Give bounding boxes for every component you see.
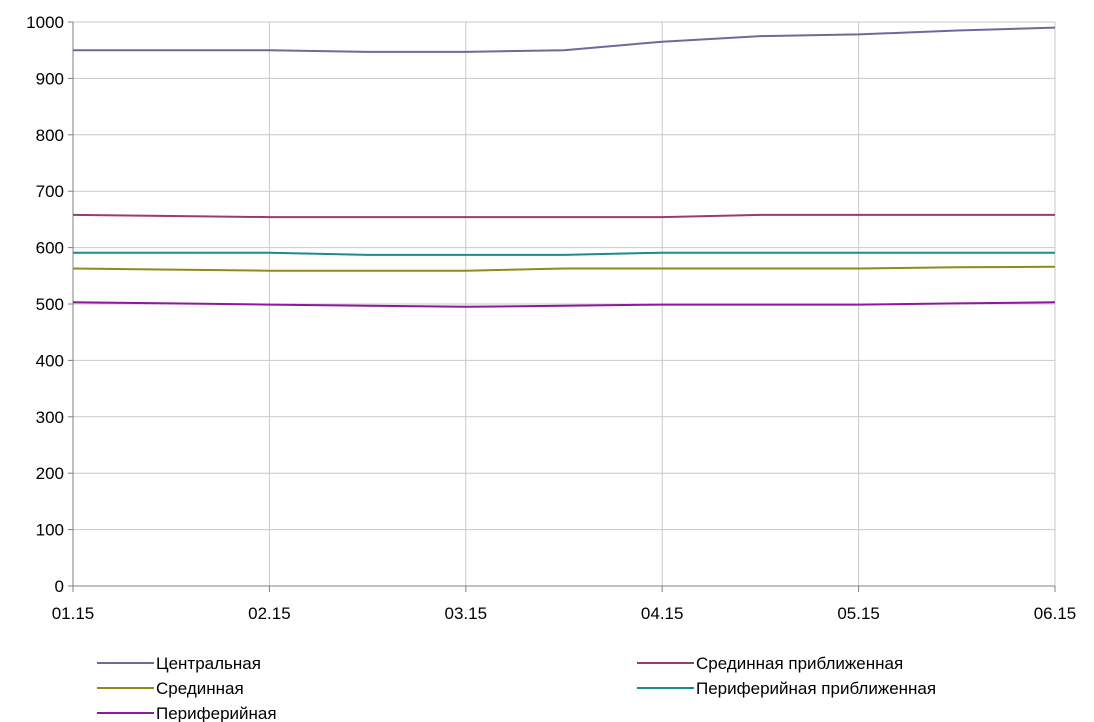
legend-item: Центральная — [97, 654, 261, 673]
series-line-4 — [73, 251, 1055, 256]
legend-label: Периферийная — [156, 704, 277, 722]
y-tick-label: 600 — [36, 239, 64, 258]
legend-item: Срединная приближенная — [637, 654, 903, 673]
series-line-1 — [73, 26, 1056, 53]
x-axis-tick-labels: 01.15 02.15 03.15 04.15 05.15 06.15 — [52, 604, 1077, 623]
legend-item: Периферийная приближенная — [637, 679, 936, 698]
y-tick-label: 0 — [55, 577, 64, 596]
x-tick-label: 06.15 — [1034, 604, 1077, 623]
series-line-3 — [72, 265, 1056, 272]
y-tick-label: 900 — [36, 69, 64, 88]
legend-label: Периферийная приближенная — [696, 679, 936, 698]
series-line-5 — [72, 301, 1056, 308]
x-tick-label: 04.15 — [641, 604, 684, 623]
legend-label: Центральная — [156, 654, 261, 673]
y-tick-label: 200 — [36, 464, 64, 483]
y-tick-label: 400 — [36, 351, 64, 370]
legend-label: Срединная — [156, 679, 244, 698]
y-tick-label: 300 — [36, 408, 64, 427]
series-lines — [72, 26, 1056, 308]
y-tick-label: 500 — [36, 295, 64, 314]
y-axis-tick-labels: 0 100 200 300 400 500 600 700 800 900 1000 — [26, 13, 64, 596]
legend-label: Срединная приближенная — [696, 654, 903, 673]
legend-item: Срединная — [97, 679, 244, 698]
legend-item: Периферийная — [97, 704, 277, 722]
y-tick-label: 100 — [36, 521, 64, 540]
axes — [68, 21, 1056, 592]
x-tick-label: 03.15 — [445, 604, 488, 623]
series-line-2 — [72, 213, 1055, 219]
y-tick-label: 800 — [36, 126, 64, 145]
x-tick-label: 02.15 — [248, 604, 291, 623]
x-tick-label: 01.15 — [52, 604, 95, 623]
y-tick-label: 700 — [36, 182, 64, 201]
legend: Центральная Срединная приближенная Срединн… — [97, 654, 936, 722]
y-tick-label: 1000 — [26, 13, 64, 32]
x-tick-label: 05.15 — [837, 604, 880, 623]
